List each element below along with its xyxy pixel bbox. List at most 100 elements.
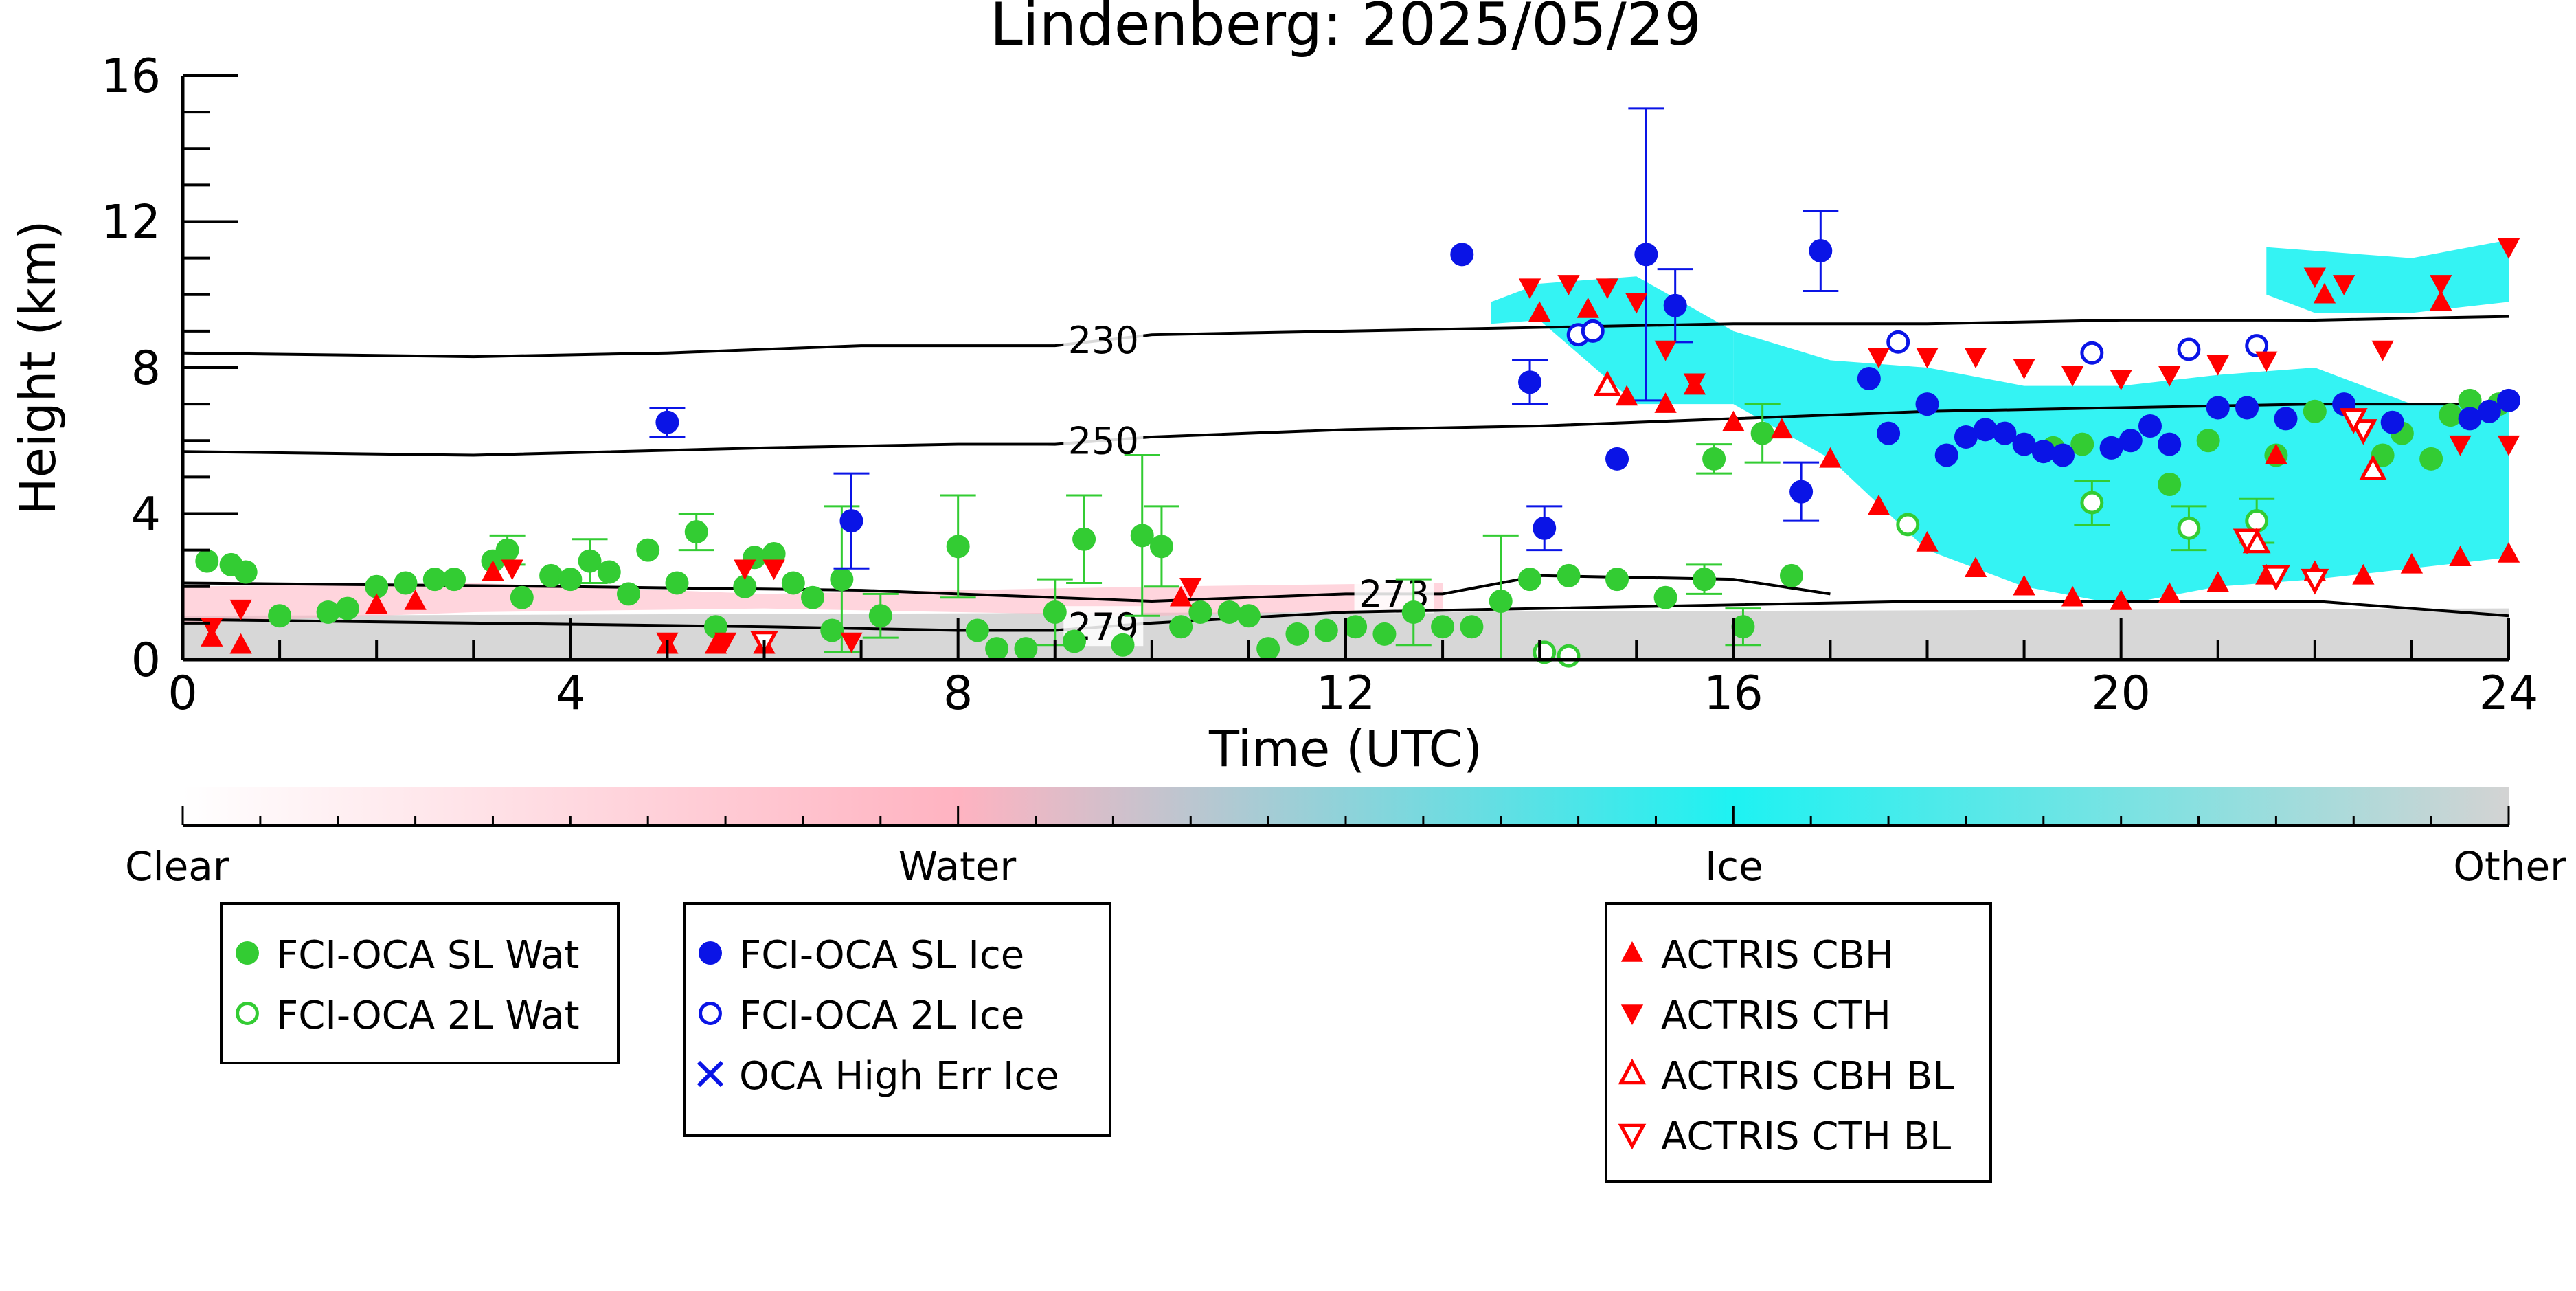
point-fci-oca-sl-ice-13 — [1934, 443, 1958, 467]
point-actris-cbh-18 — [1916, 531, 1939, 552]
point-actris-cth-26 — [2430, 275, 2452, 295]
contour-label-230: 230 — [1068, 319, 1139, 362]
point-fci-oca-2l-ice-2 — [1886, 330, 1910, 354]
legend-entry-oca-high-err-ice: OCA High Err Ice — [697, 1054, 1059, 1099]
point-fci-oca-sl-wat-60 — [1702, 447, 1726, 471]
point-actris-cth-9 — [1518, 278, 1541, 300]
point-fci-oca-sl-wat-19 — [665, 571, 689, 595]
point-fci-oca-sl-ice-12 — [1915, 392, 1939, 416]
x-tick-label-0: 0 — [168, 666, 197, 721]
point-fci-oca-sl-wat-26 — [801, 585, 825, 609]
legend-label-actris-cbh-bl: ACTRIS CBH BL — [1661, 1054, 1954, 1099]
point-actris-cbh-20 — [2013, 574, 2035, 596]
point-actris-cth-24 — [2303, 267, 2326, 289]
x-tick-label-12: 12 — [1316, 666, 1376, 721]
point-actris-cth-bl-1 — [2233, 528, 2261, 554]
series-fci-oca-sl-ice — [649, 107, 2520, 570]
point-fci-oca-sl-wat-35 — [1062, 629, 1086, 653]
point-fci-oca-sl-ice-18 — [2031, 440, 2055, 464]
point-actris-cth-18 — [2013, 359, 2035, 379]
point-fci-oca-sl-ice-23 — [2158, 432, 2182, 456]
point-fci-oca-sl-wat-58 — [1731, 615, 1755, 639]
point-fci-oca-2l-ice-1 — [1581, 319, 1605, 343]
point-fci-oca-sl-wat-30 — [946, 535, 970, 559]
point-fci-oca-sl-wat-8 — [422, 568, 447, 592]
point-fci-oca-sl-ice-26 — [2274, 407, 2298, 431]
y-axis-label: Height (km) — [9, 221, 67, 515]
point-fci-oca-sl-wat-41 — [1188, 600, 1212, 624]
contour-line-273 — [183, 574, 1831, 603]
point-fci-oca-sl-ice-28 — [2380, 410, 2404, 434]
point-actris-cth-30 — [2497, 435, 2520, 456]
legend-2: FCI-OCA SL Ice FCI-OCA 2L Ice OCA High Err… — [683, 902, 1111, 1137]
point-fci-oca-sl-wat-59 — [1779, 563, 1803, 587]
legend-3: ACTRIS CBH ACTRIS CTH ACTRIS CBH BL ACTRIS … — [1605, 902, 1992, 1183]
point-actris-cbh-8 — [1170, 585, 1193, 607]
legend-marker-fci-oca-2l-wat — [236, 1002, 259, 1025]
point-fci-oca-sl-wat-11 — [495, 538, 519, 562]
point-fci-oca-sl-wat-28 — [830, 568, 854, 592]
point-fci-oca-sl-wat-39 — [1149, 535, 1173, 559]
point-fci-oca-sl-ice-11 — [1877, 421, 1901, 445]
point-fci-oca-sl-wat-55 — [1605, 568, 1629, 592]
point-actris-cbh-22 — [2110, 590, 2132, 610]
point-fci-oca-sl-ice-6 — [1634, 243, 1658, 267]
point-actris-cbh-9 — [1528, 301, 1551, 322]
point-fci-oca-sl-wat-53 — [1518, 568, 1542, 592]
colorbar-label-water: Water — [899, 843, 1017, 890]
point-fci-oca-sl-wat-54 — [1557, 563, 1581, 587]
contour-line-230 — [183, 315, 2509, 359]
point-actris-cth-29 — [2449, 435, 2472, 456]
point-actris-cbh-bl-0 — [1593, 370, 1622, 396]
point-fci-oca-sl-ice-1 — [839, 509, 863, 533]
point-actris-cth-25 — [2333, 275, 2355, 295]
point-fci-oca-sl-wat-57 — [1693, 568, 1717, 592]
point-actris-cbh-32 — [2313, 282, 2336, 304]
contour-label-bg-230 — [1063, 319, 1144, 360]
point-fci-oca-sl-wat-51 — [1460, 615, 1484, 639]
point-fci-oca-sl-wat-14 — [558, 568, 583, 592]
point-fci-oca-sl-ice-17 — [2012, 432, 2036, 456]
point-fci-oca-sl-wat-15 — [578, 549, 602, 573]
point-actris-cth-28 — [2371, 340, 2394, 361]
legend-box-1 — [220, 902, 620, 1064]
point-actris-cbh-11 — [1615, 385, 1638, 406]
point-fci-oca-sl-wat-12 — [510, 585, 534, 609]
legend-label-oca-high-err-ice: OCA High Err Ice — [739, 1054, 1059, 1099]
point-actris-cbh-17 — [1867, 494, 1890, 515]
point-actris-cbh-10 — [1577, 298, 1599, 318]
y-tick-label-4: 4 — [131, 488, 161, 542]
x-tick-label-8: 8 — [943, 666, 973, 721]
contour-label-bg-250 — [1063, 420, 1144, 460]
point-fci-oca-sl-ice-30 — [2477, 399, 2501, 423]
point-fci-oca-2l-wat-2 — [1896, 513, 1920, 537]
legend-entry-fci-oca-2l-wat: FCI-OCA 2L Wat — [236, 993, 580, 1038]
point-actris-cth-5 — [734, 559, 756, 581]
point-fci-oca-sl-ice-14 — [1954, 425, 1978, 449]
point-fci-oca-sl-wat-20 — [684, 520, 708, 544]
legend-1: FCI-OCA SL Wat FCI-OCA 2L Wat — [220, 902, 620, 1064]
point-actris-cbh-12 — [1654, 392, 1677, 413]
x-axis-label: Time (UTC) — [1208, 720, 1482, 778]
point-fci-oca-sl-wat-46 — [1314, 618, 1338, 642]
point-fci-oca-sl-wat-29 — [868, 604, 892, 628]
point-fci-oca-sl-wat-25 — [781, 571, 805, 595]
point-fci-oca-sl-wat-64 — [2158, 473, 2182, 496]
x-tick-label-4: 4 — [556, 666, 585, 721]
point-actris-cth-27 — [2497, 238, 2520, 259]
legend-marker-actris-cbh-bl — [1618, 1058, 1647, 1085]
legend-marker-actris-cth — [1620, 1004, 1644, 1025]
point-actris-cth-8 — [1179, 578, 1202, 598]
legend-marker-fci-oca-sl-ice — [699, 941, 722, 965]
point-fci-oca-sl-ice-20 — [2099, 436, 2123, 460]
legend-marker-fci-oca-sl-wat — [236, 941, 259, 965]
point-fci-oca-sl-ice-5 — [1605, 447, 1629, 471]
point-fci-oca-sl-ice-22 — [2138, 414, 2162, 438]
point-actris-cbh-2 — [365, 593, 388, 614]
point-fci-oca-sl-wat-31 — [965, 618, 989, 642]
point-actris-cth-bl-3 — [2301, 568, 2329, 595]
y-tick-label-0: 0 — [131, 633, 161, 688]
legend-box-2 — [683, 902, 1111, 1137]
point-actris-cbh-3 — [404, 590, 427, 610]
